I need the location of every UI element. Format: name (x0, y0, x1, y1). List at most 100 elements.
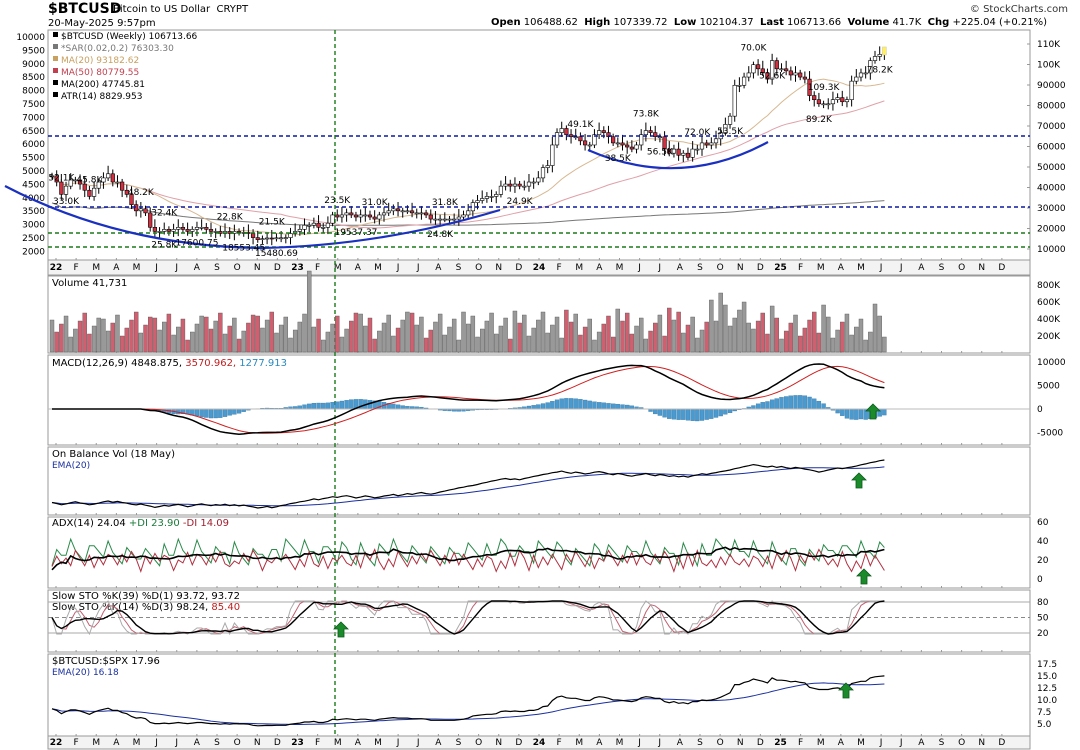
macd-hist-bar (727, 408, 733, 414)
volume-bar (68, 336, 73, 353)
y-tick-right: 40 (1037, 537, 1049, 547)
volume-bar (162, 321, 167, 353)
volume-bar (250, 314, 256, 353)
volume-bar (363, 325, 368, 353)
candle-body (826, 103, 831, 106)
candle-body (129, 194, 134, 205)
y-tick-right: 30000 (1037, 204, 1066, 214)
volume-bar (671, 319, 677, 353)
volume-bar (835, 329, 840, 353)
price-annotation: 31.0K (362, 198, 389, 208)
volume-bar (587, 318, 592, 353)
candle-body (807, 78, 812, 96)
volume-bar (695, 337, 700, 353)
volume-bar (639, 317, 644, 353)
x-tick-label: S (456, 738, 462, 748)
volume-bar (405, 311, 410, 353)
macd-hist-bar (227, 408, 232, 416)
price-annotation: 32.4K (151, 208, 178, 218)
y-tick-right: 90000 (1037, 81, 1066, 91)
volume-bar (419, 316, 424, 353)
volume-bar (554, 316, 560, 353)
x-tick-label: J (396, 263, 400, 273)
macd-hist-bar (606, 403, 611, 410)
volume-bar (227, 325, 232, 353)
volume-bar (779, 338, 784, 353)
x-tick-label: A (838, 263, 845, 273)
candle-body (494, 194, 499, 197)
candle-body (87, 189, 92, 197)
macd-hist-bar (812, 398, 817, 410)
price-annotation: 25.8K (151, 240, 178, 250)
y-tick-left: 5000 (22, 167, 45, 177)
y-tick-right: 17.5 (1037, 660, 1057, 670)
macd-hist-bar (330, 402, 335, 410)
macd-hist-bar (662, 408, 667, 418)
volume-bar (769, 305, 775, 353)
x-tick-label: F (74, 263, 79, 273)
y-tick-right: 10000 (1037, 358, 1066, 368)
x-tick-label: A (194, 738, 201, 748)
macd-hist-bar (835, 408, 840, 414)
volume-bar (143, 324, 148, 353)
y-tick-right: 800K (1037, 281, 1061, 291)
volume-bar (119, 335, 125, 353)
candle-body (400, 210, 405, 213)
volume-bar (297, 321, 303, 353)
stockcharts-brand: © StockCharts.com (969, 4, 1068, 15)
macd-hist-bar (723, 408, 728, 415)
volume-bar (596, 331, 602, 353)
x-tick-label: O (475, 263, 482, 273)
candle-body (162, 229, 167, 232)
candle-body (877, 54, 882, 57)
volume-bar (367, 317, 373, 353)
macd-hist-bar (769, 399, 775, 410)
x-tick-label: N (495, 263, 502, 273)
candle-body (134, 204, 139, 212)
x-tick-label: D (757, 263, 764, 273)
price-annotation: 24.8K (427, 230, 454, 240)
y-tick-right: 15.0 (1037, 672, 1057, 682)
macd-hist-bar (695, 408, 700, 422)
x-tick-label: D (515, 263, 522, 273)
candle-body (438, 218, 443, 221)
candle-body (685, 152, 691, 158)
candle-body (648, 130, 653, 133)
x-tick-label: O (958, 738, 965, 748)
sto1-label: Slow STO %K(39) %D(1) 93.72, 93.72 (52, 591, 240, 602)
y-tick-right: 80000 (1037, 102, 1066, 112)
volume-bar (339, 336, 345, 353)
candle-body (681, 152, 686, 156)
candle-body (391, 208, 396, 212)
candle-body (788, 70, 793, 76)
candle-body (643, 130, 648, 135)
volume-bar (358, 313, 363, 353)
candle-body (844, 99, 850, 103)
volume-bar (330, 323, 335, 353)
candle-body (311, 222, 316, 226)
candle-body (339, 214, 345, 218)
volume-bar (653, 322, 658, 353)
ohlc-readout: Open 106488.62 High 107339.72 Low 102104… (491, 17, 1047, 28)
y-tick-left: 7500 (22, 100, 45, 110)
candle-body (358, 214, 363, 218)
price-annotation: 21.5K (259, 217, 286, 227)
x-tick-label: 24 (533, 263, 546, 273)
volume-bar (685, 324, 691, 353)
cup-arc-1 (4, 185, 501, 250)
volume-bar (620, 320, 625, 353)
volume-bar (105, 330, 111, 353)
volume-bar (428, 329, 433, 353)
macd-hist-bar (400, 405, 405, 410)
candle-body (250, 233, 256, 238)
candle-body (288, 233, 293, 238)
ma200-line (51, 200, 885, 226)
y-tick-right: 20 (1037, 556, 1049, 566)
x-tick-label: A (918, 263, 925, 273)
volume-bar (854, 326, 859, 353)
macd-hist-bar (213, 408, 218, 419)
candle-body (68, 179, 73, 187)
volume-bar (788, 322, 794, 353)
volume-bar (190, 331, 195, 353)
